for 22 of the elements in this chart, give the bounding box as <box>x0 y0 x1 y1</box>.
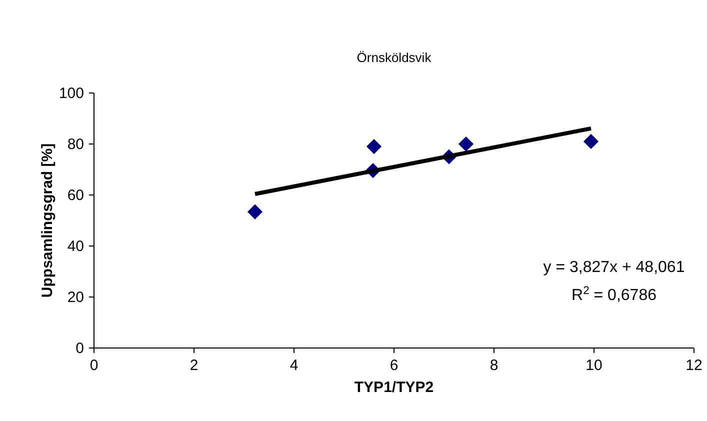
y-tick-label: 60 <box>67 187 84 204</box>
y-tick-label: 0 <box>76 340 84 357</box>
y-tick-label: 100 <box>58 85 84 102</box>
annotation: y = 3,827x + 48,061 <box>543 259 685 276</box>
point <box>458 136 474 152</box>
x-axis-title: TYP1/TYP2 <box>354 379 434 396</box>
x-tick-label: 8 <box>490 357 498 374</box>
x-tick-label: 6 <box>390 357 398 374</box>
y-axis-title: Uppsamlingsgrad [%] <box>39 143 56 298</box>
x-tick-label: 2 <box>190 357 198 374</box>
y-tick-label: 40 <box>67 238 84 255</box>
chart-title: Örnsköldsvik <box>356 50 432 65</box>
x-tick-label: 0 <box>90 357 98 374</box>
y-tick-label: 20 <box>67 289 84 306</box>
point <box>583 134 599 149</box>
x-tick-label: 12 <box>686 357 702 374</box>
annotation: R$^{2}$ = 0,6786 <box>572 285 657 304</box>
x-tick-label: 10 <box>586 357 602 374</box>
x-tick-label: 4 <box>290 357 298 374</box>
y-tick-label: 80 <box>67 136 84 153</box>
point <box>247 204 263 220</box>
point <box>366 139 382 154</box>
